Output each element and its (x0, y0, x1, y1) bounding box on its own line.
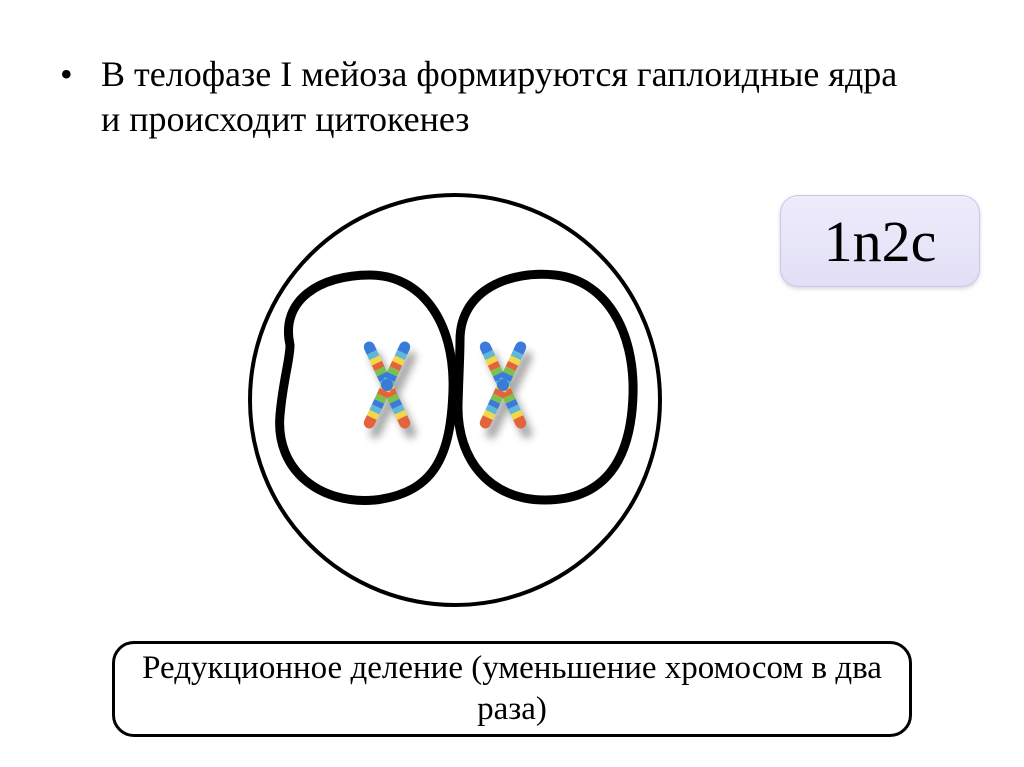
bullet-marker: • (60, 52, 92, 97)
slide: • В телофазе I мейоза формируются гаплои… (0, 0, 1024, 767)
ploidy-text: 1n2c (824, 208, 937, 275)
bullet-text: В телофазе I мейоза формируются гаплоидн… (101, 52, 921, 142)
bullet-paragraph: • В телофазе I мейоза формируются гаплои… (60, 52, 940, 142)
caption-box: Редукционное деление (уменьшение хромосо… (112, 641, 912, 737)
cell-diagram (235, 180, 675, 620)
ploidy-badge: 1n2c (780, 195, 980, 287)
caption-text: Редукционное деление (уменьшение хромосо… (139, 648, 885, 731)
cell-diagram-svg (235, 180, 675, 620)
